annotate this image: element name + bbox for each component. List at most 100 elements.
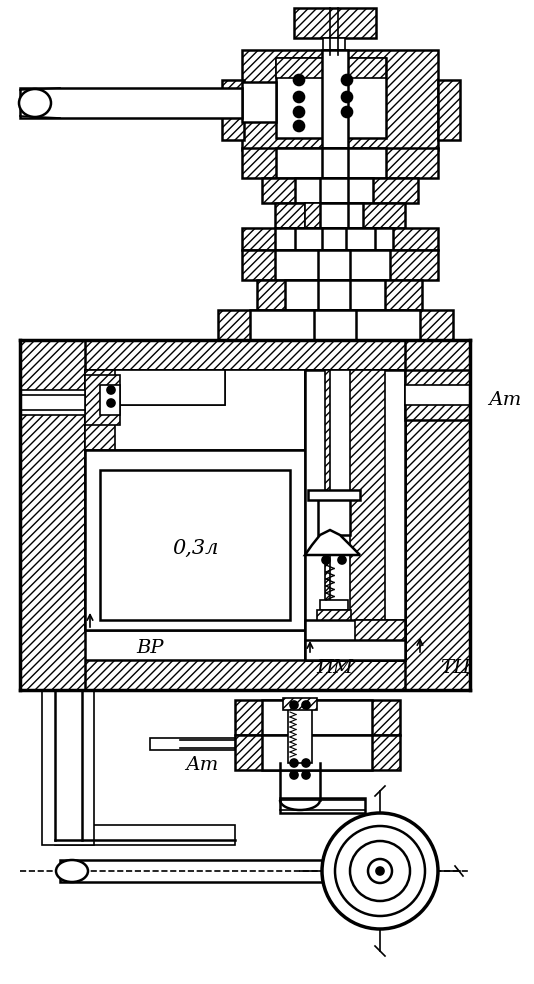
Bar xyxy=(322,228,346,250)
Bar xyxy=(55,825,235,845)
Circle shape xyxy=(335,826,425,916)
Ellipse shape xyxy=(56,860,88,882)
Bar xyxy=(318,250,350,280)
Bar xyxy=(405,385,470,405)
Circle shape xyxy=(290,759,298,767)
Bar xyxy=(262,735,372,770)
Polygon shape xyxy=(305,530,360,555)
Bar xyxy=(314,310,356,342)
Bar xyxy=(115,370,305,450)
Circle shape xyxy=(302,771,310,779)
Bar xyxy=(42,690,94,845)
Circle shape xyxy=(294,75,304,86)
Circle shape xyxy=(302,701,310,709)
Circle shape xyxy=(302,759,310,767)
Bar xyxy=(100,470,290,620)
Bar xyxy=(283,698,317,710)
Bar xyxy=(317,610,351,625)
Bar xyxy=(438,80,460,140)
Circle shape xyxy=(107,399,115,407)
Bar xyxy=(405,340,470,690)
Bar xyxy=(20,340,85,690)
Bar xyxy=(308,490,360,500)
Bar xyxy=(275,203,405,228)
Circle shape xyxy=(290,771,298,779)
Text: Ат: Ат xyxy=(488,391,521,409)
Bar xyxy=(85,370,225,405)
Bar xyxy=(305,203,363,228)
Bar xyxy=(235,700,400,735)
Circle shape xyxy=(294,92,304,102)
Bar xyxy=(325,370,385,660)
Bar xyxy=(60,860,370,882)
Bar xyxy=(235,735,400,770)
Bar xyxy=(318,495,350,535)
Bar xyxy=(320,203,348,228)
Bar xyxy=(295,228,375,250)
Bar xyxy=(242,250,438,280)
Bar xyxy=(20,88,242,118)
Text: 0,3л: 0,3л xyxy=(173,538,219,558)
Bar xyxy=(85,370,140,450)
Bar xyxy=(222,80,244,140)
Bar xyxy=(100,385,120,415)
Bar xyxy=(242,82,276,122)
Text: ПМ: ПМ xyxy=(317,659,354,677)
Bar xyxy=(150,738,235,750)
Bar xyxy=(275,250,390,280)
Circle shape xyxy=(322,813,438,929)
Circle shape xyxy=(338,556,346,564)
Bar xyxy=(355,620,405,660)
Bar xyxy=(305,370,405,630)
Ellipse shape xyxy=(19,89,51,117)
Bar xyxy=(305,370,405,660)
Bar xyxy=(322,148,348,178)
Bar xyxy=(115,370,225,405)
Bar xyxy=(262,700,372,735)
Circle shape xyxy=(342,92,352,102)
Bar xyxy=(305,640,405,660)
Bar xyxy=(330,370,350,660)
Bar xyxy=(242,50,438,150)
Bar xyxy=(305,203,325,228)
Text: ТЦ: ТЦ xyxy=(440,659,470,677)
Bar xyxy=(276,148,386,178)
Bar xyxy=(318,280,350,310)
Bar xyxy=(218,310,453,342)
Circle shape xyxy=(342,106,352,117)
Bar xyxy=(285,280,385,310)
Bar xyxy=(295,178,373,203)
Bar xyxy=(250,310,420,342)
Bar xyxy=(262,178,418,203)
Bar xyxy=(320,600,348,610)
Bar xyxy=(242,148,438,178)
Bar xyxy=(276,58,386,78)
Bar xyxy=(405,370,470,420)
Bar xyxy=(85,370,305,630)
Bar xyxy=(20,390,85,415)
Bar xyxy=(294,8,376,38)
Circle shape xyxy=(294,120,304,132)
Circle shape xyxy=(368,859,392,883)
Text: Ат: Ат xyxy=(185,756,218,774)
Circle shape xyxy=(350,841,410,901)
Bar xyxy=(305,620,405,660)
Text: ВР: ВР xyxy=(136,639,164,657)
Bar xyxy=(320,178,348,203)
Bar xyxy=(323,38,345,50)
Bar xyxy=(85,375,120,425)
Bar xyxy=(322,50,348,150)
Circle shape xyxy=(322,556,330,564)
Circle shape xyxy=(342,75,352,86)
Bar xyxy=(85,450,305,630)
Bar xyxy=(20,660,470,690)
Bar xyxy=(288,708,312,763)
Bar xyxy=(275,228,393,250)
Bar xyxy=(20,340,470,370)
Circle shape xyxy=(107,386,115,394)
Circle shape xyxy=(290,701,298,709)
Circle shape xyxy=(294,106,304,117)
Bar xyxy=(276,58,386,138)
Bar xyxy=(257,280,422,310)
Circle shape xyxy=(376,867,384,875)
